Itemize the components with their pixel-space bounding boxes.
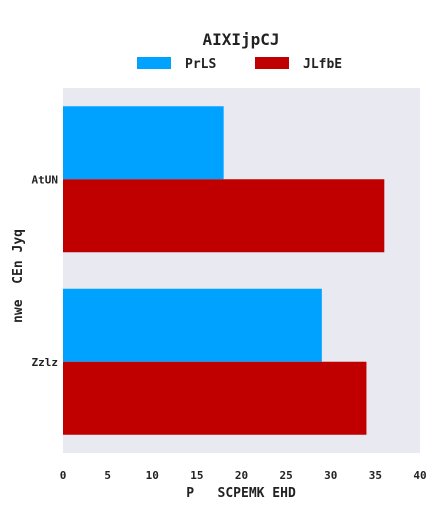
- bars: [63, 106, 385, 435]
- x-tick-label-10: 10: [146, 469, 159, 482]
- y-axis-label: nwe CEn Jyq: [11, 229, 26, 323]
- legend: PrLS JLfbE: [137, 57, 342, 72]
- x-tick-label-5: 5: [104, 469, 111, 482]
- x-tick-label-30: 30: [324, 469, 337, 482]
- x-tick-label-20: 20: [235, 469, 248, 482]
- y-tick-label-zzlz: Zzlz: [32, 356, 59, 369]
- bar-zzlz-jlfbe: [63, 361, 367, 435]
- bar-atun-jlfbe: [63, 179, 385, 253]
- y-axis-ticks: AtUN Zzlz: [32, 173, 59, 369]
- legend-swatch-jlfbe: [255, 57, 289, 69]
- x-axis-label: P SCPEMK EHD: [186, 486, 296, 501]
- y-tick-label-atun: AtUN: [32, 173, 59, 186]
- bar-atun-prls: [63, 106, 224, 180]
- bar-zzlz-prls: [63, 288, 322, 362]
- x-tick-label-25: 25: [280, 469, 293, 482]
- x-tick-label-15: 15: [190, 469, 203, 482]
- legend-swatch-prls: [137, 57, 171, 69]
- x-tick-label-40: 40: [413, 469, 426, 482]
- x-axis-ticks: 0 5 10 15 20 25 30 35 40: [60, 469, 427, 482]
- legend-label-prls: PrLS: [185, 57, 216, 72]
- chart-title: AIXIjpCJ: [202, 30, 279, 49]
- legend-label-jlfbe: JLfbE: [303, 57, 342, 72]
- x-tick-label-35: 35: [369, 469, 382, 482]
- x-tick-label-0: 0: [60, 469, 67, 482]
